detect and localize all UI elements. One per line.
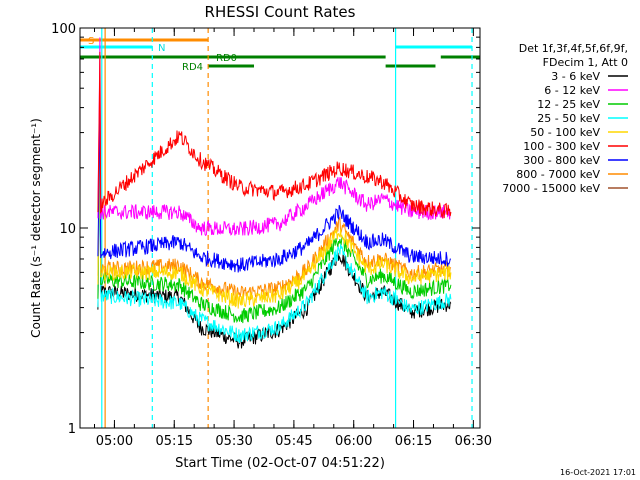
legend-entry-5: 50 - 100 keV (530, 126, 600, 139)
x-tick-label: 06:00 (335, 434, 372, 449)
annotation-rd4: RD4 (182, 62, 203, 73)
x-tick-label: 06:30 (455, 434, 492, 449)
x-axis-label: Start Time (02-Oct-07 04:51:22) (175, 456, 385, 471)
legend-entry-3: 12 - 25 keV (537, 98, 600, 111)
legend-entry-1: 3 - 6 keV (551, 70, 600, 83)
legend-entry-2: 6 - 12 keV (544, 84, 600, 97)
x-tick-label: 05:15 (156, 434, 193, 449)
series-line-8 (97, 99, 452, 302)
x-tick-label: 06:15 (395, 434, 432, 449)
x-tick-label: 05:30 (215, 434, 252, 449)
legend-entry-8: 800 - 7000 keV (516, 168, 600, 181)
legend-entry-9: 7000 - 15000 keV (502, 182, 600, 195)
y-tick-label: 1 (68, 422, 76, 437)
legend-header-line-1: Det 1f,3f,4f,5f,6f,9f, (519, 42, 628, 55)
legend-entry-6: 100 - 300 keV (523, 140, 600, 153)
legend-entry-7: 300 - 800 keV (523, 154, 600, 167)
y-tick-label: 100 (51, 22, 76, 37)
legend-entry-4: 25 - 50 keV (537, 112, 600, 125)
y-tick-label: 10 (59, 222, 76, 237)
series-line-2 (97, 37, 452, 237)
legend-header-line-2: FDecim 1, Att 0 (543, 56, 628, 69)
footer-timestamp: 16-Oct-2021 17:01 (560, 468, 636, 477)
plot-area: 1 10 100 05:00 05:15 05:30 05:45 06:00 06:15 06:3… (51, 22, 628, 449)
annotation-rd0: RD0 (216, 53, 237, 64)
x-tick-label: 05:45 (275, 434, 312, 449)
series-line-6 (97, 51, 452, 219)
series-line-4 (97, 127, 452, 344)
y-axis-label-group: Count Rate (s⁻¹ detector segment⁻¹) (29, 118, 43, 338)
x-tick-label: 05:00 (96, 434, 133, 449)
series-line-3 (97, 109, 452, 324)
chart-title: RHESSI Count Rates (205, 3, 356, 21)
annotation-s: S (88, 36, 94, 47)
series-line-7 (97, 84, 451, 273)
annotation-n: N (158, 43, 165, 54)
series-line-5 (97, 105, 452, 309)
y-axis-label: Count Rate (s⁻¹ detector segment⁻¹) (29, 118, 43, 338)
series-line-1 (97, 104, 452, 349)
